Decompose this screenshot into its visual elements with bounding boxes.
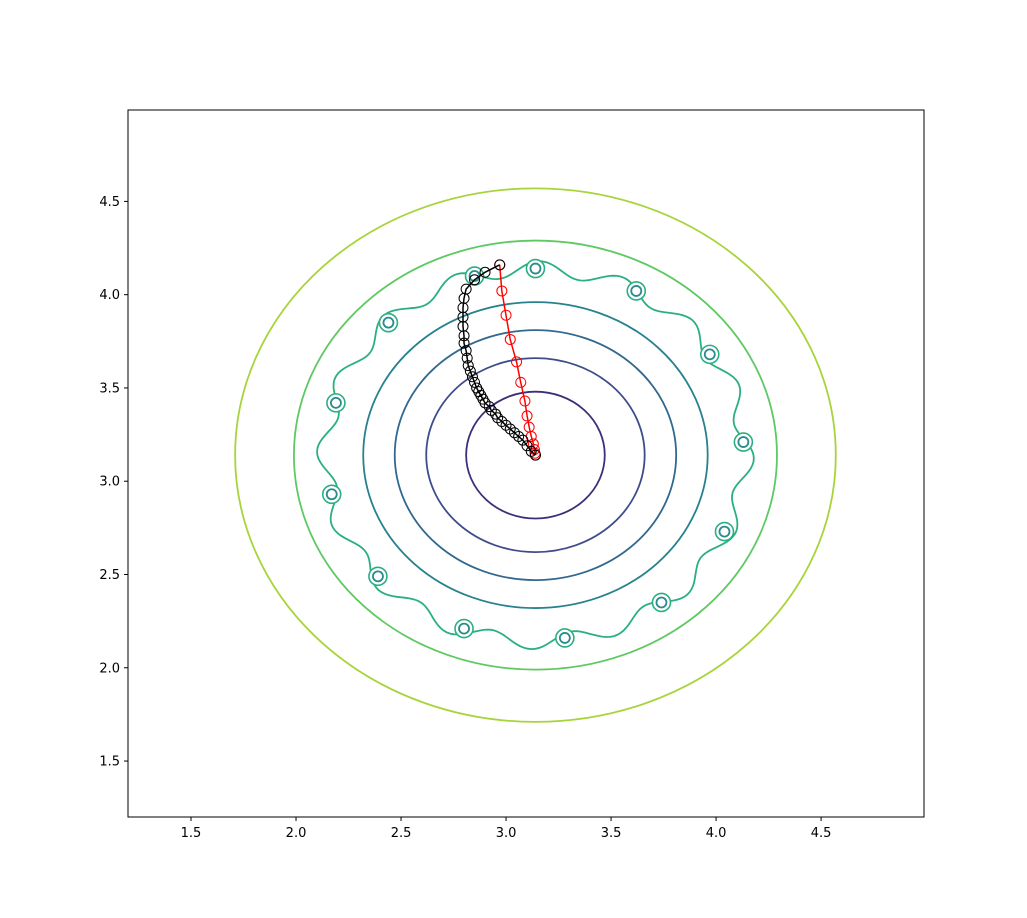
local-minimum-outer-8 <box>454 618 474 639</box>
path-2-point <box>466 371 478 383</box>
local-minimum-inner-5 <box>718 525 731 538</box>
x-tick-label: 4.5 <box>811 826 832 841</box>
local-minimum-inner-1 <box>529 262 542 275</box>
contour-level-5 <box>293 239 778 671</box>
local-minimum-outer-10 <box>321 484 342 505</box>
path-2-point <box>479 266 491 278</box>
contour-level-6 <box>234 187 837 723</box>
path-1-point <box>500 309 512 321</box>
contour-level-3 <box>393 329 678 581</box>
path-2-point <box>504 423 516 435</box>
contour-level-2 <box>425 357 646 554</box>
local-minimum-outer-1 <box>525 258 546 279</box>
path-1-point <box>504 333 516 345</box>
path-2-point <box>479 397 491 409</box>
y-tick-label: 1.5 <box>99 755 120 770</box>
path-2-point <box>464 365 476 377</box>
optimization-paths <box>457 259 541 461</box>
local-minimum-inner-12 <box>382 316 395 329</box>
local-minimum-inner-10 <box>325 488 338 501</box>
local-minimum-outer-9 <box>368 566 388 587</box>
path-2-point <box>485 404 497 416</box>
local-minimum-outer-2 <box>626 281 647 301</box>
path-2-point <box>513 430 525 442</box>
path-2-point <box>457 320 469 332</box>
path-1-point <box>515 376 527 388</box>
path-2-point <box>460 345 472 357</box>
x-tick-label: 2.5 <box>391 826 412 841</box>
local-minimum-outer-12 <box>378 312 399 333</box>
local-minimum-inner-7 <box>558 632 571 644</box>
x-axis-ticks: 1.5 2.0 2.5 3.0 3.5 4.0 4.5 <box>181 817 832 841</box>
path-2-point <box>517 434 529 446</box>
path-1-point <box>496 285 508 297</box>
contour-level-1 <box>465 390 606 520</box>
local-minimum-outer-4 <box>733 432 754 452</box>
path-2-point <box>458 337 470 349</box>
path-2-point <box>457 311 469 323</box>
local-minimum-outer-6 <box>651 592 672 613</box>
path-2-point <box>521 440 533 452</box>
path-2-point <box>462 360 474 372</box>
local-minimum-inner-8 <box>458 622 470 635</box>
x-tick-label: 4.0 <box>706 826 727 841</box>
path-2-point <box>457 302 469 314</box>
path-2-point <box>458 292 470 304</box>
x-tick-label: 3.0 <box>496 826 517 841</box>
local-minimum-outer-3 <box>699 344 720 365</box>
path-2-point <box>458 330 470 342</box>
path-2-point <box>529 449 541 461</box>
y-axis-ticks: 1.5 2.0 2.5 3.0 3.5 4.0 4.5 <box>99 195 128 770</box>
local-minimum-inner-3 <box>703 348 716 361</box>
local-minimum-outer-7 <box>555 628 575 648</box>
path-2-point <box>496 416 508 428</box>
local-minimum-inner-4 <box>737 436 750 448</box>
path-2-point <box>469 274 481 286</box>
y-tick-label: 2.0 <box>99 661 120 676</box>
y-tick-label: 2.5 <box>99 568 120 583</box>
path-2-point <box>494 259 506 271</box>
path-1-point <box>511 356 523 368</box>
local-minimum-inner-9 <box>372 570 384 583</box>
y-tick-label: 3.5 <box>99 381 120 396</box>
path-2-point <box>461 352 473 364</box>
local-minima-contours <box>321 258 754 648</box>
path-1-point <box>521 410 533 422</box>
path-2-point <box>469 376 481 388</box>
x-tick-label: 2.0 <box>286 826 307 841</box>
path-2-point <box>525 445 537 457</box>
path-2-point <box>500 419 512 431</box>
y-tick-label: 3.0 <box>99 475 120 490</box>
local-minimum-inner-2 <box>630 285 643 297</box>
path-2-point <box>508 427 520 439</box>
path-2-point <box>492 412 504 424</box>
contour-level-4 <box>362 301 709 609</box>
local-minimum-inner-11 <box>330 396 342 409</box>
y-tick-label: 4.5 <box>99 195 120 210</box>
local-minimum-outer-5 <box>714 521 735 542</box>
x-tick-label: 3.5 <box>601 826 622 841</box>
local-minimum-outer-11 <box>326 393 346 413</box>
x-tick-label: 1.5 <box>181 826 202 841</box>
path-1-point <box>519 395 531 407</box>
local-minimum-inner-6 <box>655 596 668 609</box>
plot-frame <box>127 109 925 818</box>
y-tick-label: 4.0 <box>99 288 120 303</box>
plot-area <box>128 110 924 817</box>
